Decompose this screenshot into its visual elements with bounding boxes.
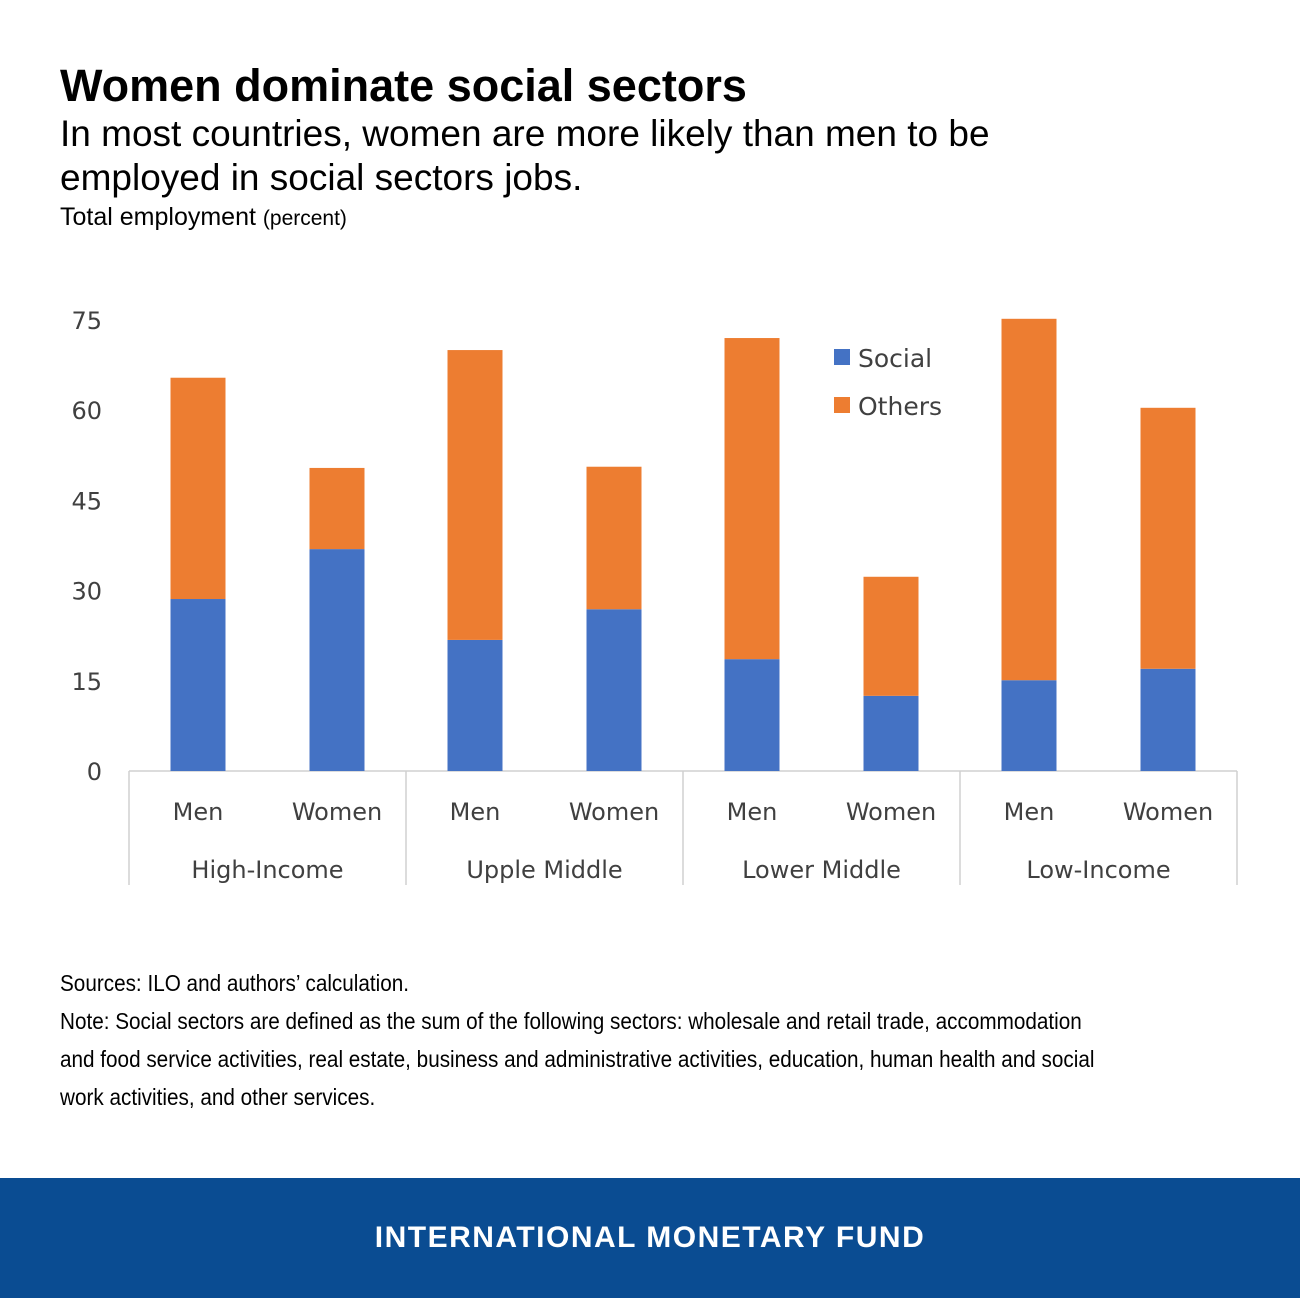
sources-text: Sources: ILO and authors’ calculation. — [60, 970, 410, 996]
notes: Sources: ILO and authors’ calculation. N… — [60, 964, 1122, 1116]
bar-social — [586, 609, 642, 771]
bar-social — [863, 695, 919, 771]
unit-label: Total employment (percent) — [60, 203, 347, 232]
x-category-label: Women — [569, 798, 659, 826]
x-group-label: Upple Middle — [466, 856, 622, 884]
x-category-label: Women — [292, 798, 382, 826]
bar-social — [447, 639, 503, 771]
unit-paren: (percent) — [262, 207, 347, 230]
legend-label: Social — [858, 344, 932, 373]
bar-others — [1001, 318, 1057, 681]
footer-label: INTERNATIONAL MONETARY FUND — [374, 1221, 926, 1254]
x-group-label: Low-Income — [1026, 856, 1170, 884]
y-tick-label: 45 — [71, 487, 102, 515]
legend-swatch — [834, 397, 850, 413]
legend-label: Others — [858, 392, 942, 421]
x-category-label: Men — [450, 798, 501, 826]
note-text: Note: Social sectors are defined as the … — [60, 1008, 1095, 1110]
y-tick-label: 75 — [71, 307, 102, 335]
y-tick-label: 30 — [71, 578, 102, 606]
chart-subtitle: In most countries, women are more likely… — [60, 113, 990, 198]
y-tick-label: 0 — [87, 758, 102, 786]
chart-title: Women dominate social sectors — [60, 60, 747, 111]
footer-banner: INTERNATIONAL MONETARY FUND — [0, 1178, 1300, 1298]
y-tick-label: 60 — [71, 397, 102, 425]
bar-others — [447, 350, 503, 640]
bar-others — [1140, 407, 1196, 669]
y-tick-label: 15 — [71, 668, 102, 696]
bar-others — [586, 466, 642, 610]
x-category-label: Men — [1004, 798, 1055, 826]
stacked-bar-chart: 0 15 30 45 60 75 Men Women Men Women Men Women Men Wo… — [71, 307, 1238, 885]
bar-social — [1140, 668, 1196, 771]
x-group-label: High-Income — [191, 856, 343, 884]
bar-others — [724, 338, 780, 660]
bar-social — [1001, 680, 1057, 771]
x-category-label: Men — [727, 798, 778, 826]
bar-social — [309, 549, 365, 771]
unit-main: Total employment — [60, 203, 256, 231]
x-category-label: Women — [1123, 798, 1213, 826]
bar-others — [170, 377, 226, 600]
x-group-label: Lower Middle — [742, 856, 901, 884]
bar-social — [170, 599, 226, 771]
x-category-label: Men — [173, 798, 224, 826]
bar-social — [724, 659, 780, 771]
x-category-label: Women — [846, 798, 936, 826]
bar-others — [309, 467, 365, 550]
legend-swatch — [834, 349, 850, 365]
bar-others — [863, 576, 919, 696]
